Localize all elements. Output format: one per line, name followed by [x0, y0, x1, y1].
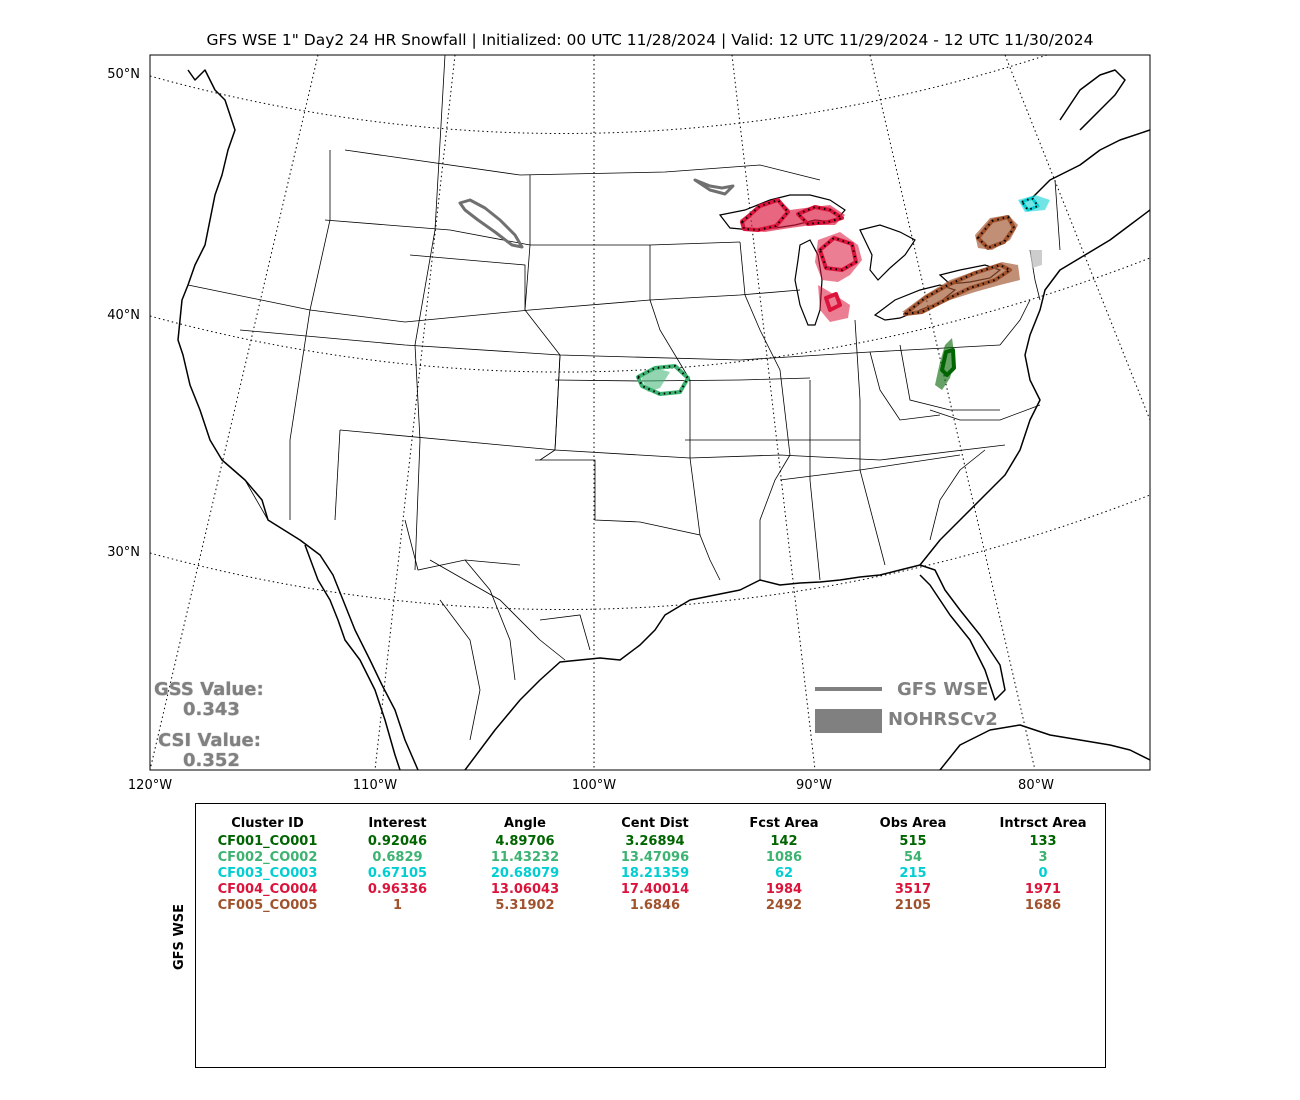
- cell-fcst-area: 1086: [765, 849, 803, 865]
- table-row: CF001_CO001 0.92046 4.89706 3.26894 142 …: [200, 833, 1108, 849]
- header-cent-dist: Cent Dist: [621, 815, 689, 831]
- land-outline: [177, 69, 1150, 770]
- header-intrsct-area: Intrsct Area: [999, 815, 1087, 831]
- lat-label-40: 40°N: [107, 308, 140, 323]
- lon-label-80: 80°W: [1018, 778, 1054, 793]
- table-row: CF005_CO005 1 5.31902 1.6846 2492 2105 1…: [200, 897, 1108, 913]
- forecast-contour-dots: [636, 196, 1040, 396]
- header-interest: Interest: [368, 815, 427, 831]
- table-header-row: Cluster ID Interest Angle Cent Dist Fcst…: [200, 813, 1108, 833]
- cell-intrsct-area: 0: [1038, 865, 1048, 881]
- cell-cluster-id: CF003_CO003: [217, 865, 318, 881]
- table-row: CF002_CO002 0.6829 11.43232 13.47096 108…: [200, 849, 1108, 865]
- cell-fcst-area: 142: [770, 833, 798, 849]
- table-side-label: GFS WSE: [172, 903, 187, 970]
- legend-observed-label: NOHRSCv2: [888, 709, 998, 730]
- map-frame: [149, 54, 1151, 771]
- cell-cent-dist: 1.6846: [629, 897, 681, 913]
- cell-cent-dist: 18.21359: [620, 865, 690, 881]
- header-fcst-area: Fcst Area: [749, 815, 819, 831]
- lat-label-50: 50°N: [107, 67, 140, 82]
- state-borders: [187, 55, 1061, 741]
- cell-cluster-id: CF002_CO002: [217, 849, 318, 865]
- table-row: CF003_CO003 0.67105 20.68079 18.21359 62…: [200, 865, 1108, 881]
- metrics-table-frame: [195, 803, 1106, 1068]
- cell-intrsct-area: 133: [1029, 833, 1057, 849]
- cell-fcst-area: 1984: [765, 881, 803, 897]
- cell-cent-dist: 13.47096: [620, 849, 690, 865]
- csi-label: CSI Value:: [158, 730, 261, 751]
- lon-label-120: 120°W: [127, 778, 173, 793]
- cell-interest: 0.67105: [367, 865, 428, 881]
- cell-angle: 11.43232: [490, 849, 560, 865]
- map-background: [150, 55, 1150, 770]
- cell-cent-dist: 3.26894: [625, 833, 685, 849]
- cell-intrsct-area: 1686: [1024, 897, 1062, 913]
- cell-cluster-id: CF001_CO001: [217, 833, 318, 849]
- cell-angle: 5.31902: [495, 897, 555, 913]
- gss-label: GSS Value:: [154, 679, 264, 700]
- cell-obs-area: 54: [903, 849, 923, 865]
- cell-fcst-area: 62: [774, 865, 794, 881]
- legend-observed-swatch: [815, 709, 882, 733]
- lon-label-100: 100°W: [571, 778, 617, 793]
- cell-fcst-area: 2492: [765, 897, 803, 913]
- csi-value: 0.352: [183, 750, 240, 771]
- longitude-lines: [150, 55, 1150, 770]
- cell-obs-area: 3517: [894, 881, 932, 897]
- map-title: GFS WSE 1" Day2 24 HR Snowfall | Initial…: [206, 31, 1094, 49]
- table-row: CF004_CO004 0.96336 13.06043 17.40014 19…: [200, 881, 1108, 897]
- lat-label-30: 30°N: [107, 545, 140, 560]
- lon-label-90: 90°W: [796, 778, 832, 793]
- cell-cent-dist: 17.40014: [620, 881, 690, 897]
- cell-cluster-id: CF004_CO004: [217, 881, 318, 897]
- legend-forecast-label: GFS WSE: [897, 679, 989, 700]
- cell-angle: 20.68079: [490, 865, 560, 881]
- cell-cluster-id: CF005_CO005: [217, 897, 318, 913]
- cell-intrsct-area: 1971: [1024, 881, 1062, 897]
- cell-interest: 0.6829: [372, 849, 423, 865]
- cell-obs-area: 515: [899, 833, 927, 849]
- cell-obs-area: 215: [899, 865, 927, 881]
- metrics-table: Cluster ID Interest Angle Cent Dist Fcst…: [200, 813, 1108, 913]
- gss-value: 0.343: [183, 699, 240, 720]
- cell-interest: 0.92046: [367, 833, 428, 849]
- cell-obs-area: 2105: [894, 897, 932, 913]
- cell-intrsct-area: 3: [1038, 849, 1048, 865]
- cell-interest: 0.96336: [367, 881, 428, 897]
- legend-swatches: [815, 687, 882, 733]
- cell-angle: 4.89706: [495, 833, 555, 849]
- header-cluster-id: Cluster ID: [231, 815, 304, 831]
- cell-angle: 13.06043: [490, 881, 560, 897]
- header-obs-area: Obs Area: [879, 815, 947, 831]
- header-angle: Angle: [504, 815, 546, 831]
- cell-interest: 1: [392, 897, 403, 913]
- lon-label-110: 110°W: [352, 778, 398, 793]
